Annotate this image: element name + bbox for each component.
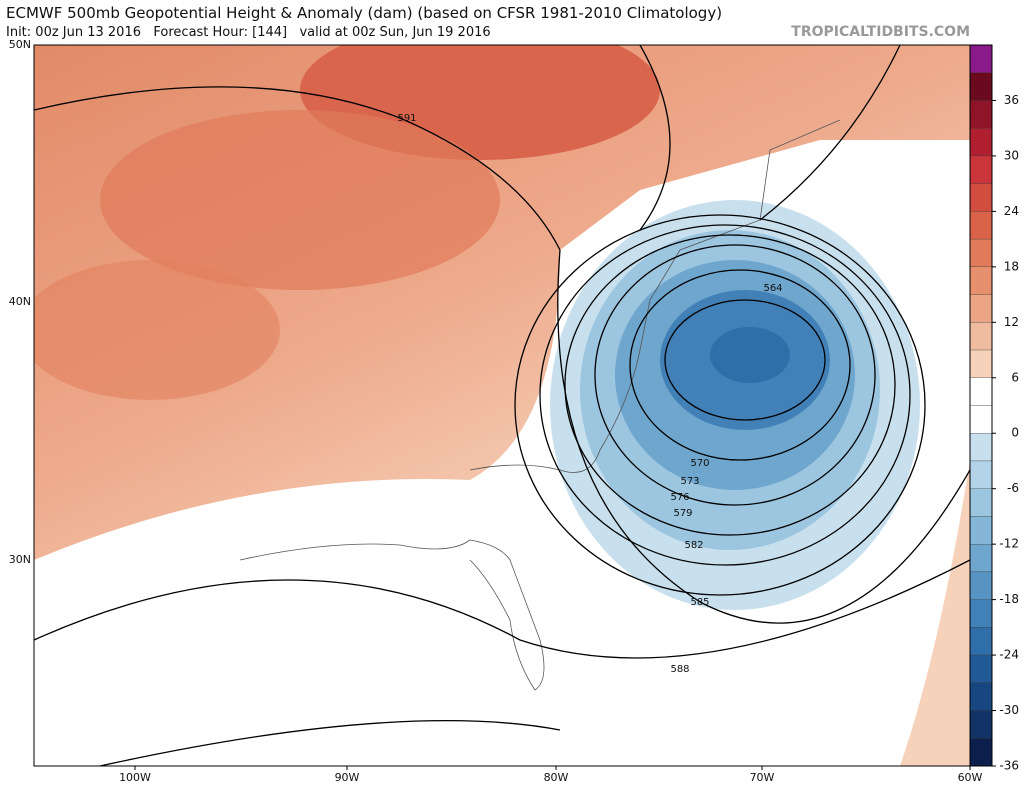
colorbar-label: -30 xyxy=(999,703,1019,717)
title: ECMWF 500mb Geopotential Height & Anomal… xyxy=(6,4,723,22)
colorbar-box xyxy=(969,654,993,683)
colorbar-box xyxy=(969,599,993,628)
colorbar-box xyxy=(969,266,993,295)
contour-label: 573 xyxy=(680,476,699,487)
colorbar-label: 6 xyxy=(1011,370,1019,384)
lon-label: 60W xyxy=(958,771,983,784)
map-area xyxy=(34,45,970,766)
colorbar-box xyxy=(969,72,993,101)
colorbar-label: 24 xyxy=(1004,204,1019,218)
contour-label: 579 xyxy=(673,508,692,519)
colorbar-box xyxy=(969,627,993,656)
lon-label: 90W xyxy=(335,771,360,784)
lat-label: 30N xyxy=(9,553,31,566)
colorbar-frame xyxy=(969,44,993,767)
colorbar-box xyxy=(969,544,993,573)
subtitle: Init: 00z Jun 13 2016 Forecast Hour: [14… xyxy=(6,25,491,40)
lat-label: 40N xyxy=(9,295,31,308)
colorbar-label: 0 xyxy=(1011,426,1019,440)
colorbar-box xyxy=(969,322,993,351)
colorbar-box xyxy=(969,128,993,157)
lon-label: 100W xyxy=(119,771,151,784)
colorbar-label: -24 xyxy=(999,648,1019,662)
colorbar-box xyxy=(969,349,993,378)
colorbar-label: -12 xyxy=(999,537,1019,551)
contour-label: 576 xyxy=(670,492,689,503)
contour-label: 588 xyxy=(670,664,689,675)
contour-label: 582 xyxy=(684,540,703,551)
colorbar-box xyxy=(969,516,993,545)
colorbar-label: -36 xyxy=(999,759,1019,773)
colorbar-box xyxy=(969,155,993,184)
lon-label: 80W xyxy=(544,771,569,784)
colorbar-box xyxy=(969,44,993,73)
colorbar-box xyxy=(969,433,993,462)
colorbar-label: 36 xyxy=(1004,93,1019,107)
contour-label: 570 xyxy=(690,458,709,469)
contour-label: 564 xyxy=(763,283,782,294)
colorbar-box xyxy=(969,294,993,323)
colorbar-box xyxy=(969,571,993,600)
colorbar-box xyxy=(969,100,993,129)
colorbar-box xyxy=(969,211,993,240)
colorbar-box xyxy=(969,460,993,489)
colorbar-box xyxy=(969,488,993,517)
lat-label: 50N xyxy=(9,38,31,51)
colorbar-box xyxy=(969,738,993,767)
colorbar-label: 18 xyxy=(1004,259,1019,273)
colorbar-box xyxy=(969,238,993,267)
colorbar-label: 30 xyxy=(1004,148,1019,162)
colorbar-label: -6 xyxy=(1007,481,1019,495)
colorbar-box xyxy=(969,377,993,406)
colorbar-label: -18 xyxy=(999,592,1019,606)
lon-label: 70W xyxy=(750,771,775,784)
contour-label: 585 xyxy=(690,597,709,608)
colorbar-box xyxy=(969,405,993,434)
contour-label: 591 xyxy=(397,113,416,124)
watermark: TROPICALTIDBITS.COM xyxy=(791,24,970,40)
colorbar-box xyxy=(969,710,993,739)
colorbar-box xyxy=(969,682,993,711)
colorbar-label: 12 xyxy=(1004,315,1019,329)
colorbar-box xyxy=(969,183,993,212)
